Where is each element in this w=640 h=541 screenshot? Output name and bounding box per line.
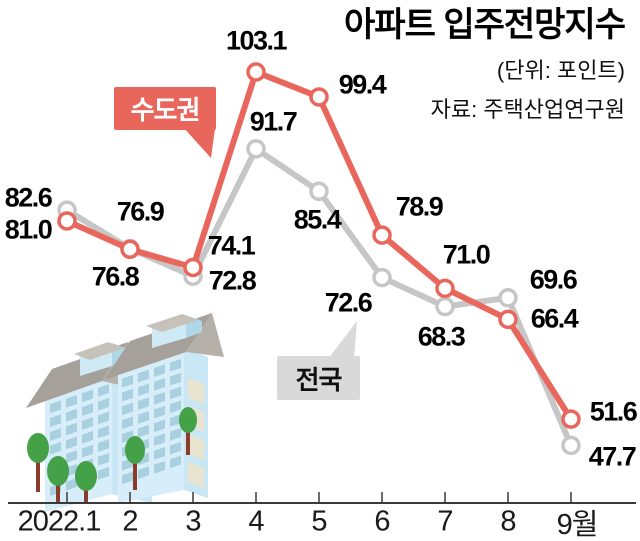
apartment-buildings-illustration	[26, 313, 224, 512]
tree-icon	[125, 436, 145, 464]
value-label: 72.6	[324, 287, 373, 318]
axis-label: 2022.1	[17, 505, 102, 538]
value-label: 76.9	[116, 196, 165, 227]
data-point-marker	[183, 257, 203, 278]
legend-callout-capital: 수도권	[114, 87, 216, 130]
source-note: 자료: 주택산업연구원	[430, 97, 625, 122]
data-point-marker	[561, 409, 581, 429]
value-label: 69.6	[529, 264, 578, 295]
x-axis	[8, 492, 636, 504]
data-point-marker	[246, 62, 266, 82]
tree-trunk	[56, 471, 60, 502]
axis-label: 2	[122, 505, 138, 538]
data-point-marker	[246, 139, 266, 159]
legend-callout-national: 전국	[277, 356, 360, 400]
tree-icon	[47, 456, 69, 486]
axis-label: 9월	[556, 509, 599, 541]
axis-label: 3	[185, 505, 201, 538]
value-label: 71.0	[442, 239, 491, 270]
tree-trunk	[36, 448, 40, 492]
data-point-marker	[309, 181, 329, 202]
value-label: 91.7	[249, 106, 298, 137]
value-label: 47.7	[588, 441, 637, 472]
data-point-marker	[57, 211, 77, 231]
axis-label: 8	[500, 505, 516, 538]
value-label: 78.9	[395, 191, 444, 222]
value-label: 81.0	[4, 214, 53, 245]
axis-label: 4	[248, 505, 264, 538]
data-point-marker	[498, 288, 518, 308]
axis-label: 7	[437, 505, 453, 538]
data-point-marker	[435, 278, 455, 299]
data-point-marker	[120, 239, 140, 260]
value-label: 51.6	[589, 396, 638, 427]
value-label: 85.4	[293, 204, 342, 235]
value-label: 99.4	[338, 69, 387, 100]
value-label: 68.3	[417, 321, 466, 352]
tree-trunk	[186, 420, 190, 455]
tree-icon	[179, 407, 197, 433]
data-point-marker	[309, 87, 329, 107]
value-label: 72.8	[208, 265, 257, 296]
tree-icon	[27, 433, 49, 463]
tree-icon	[75, 461, 97, 491]
data-point-marker	[372, 225, 392, 245]
axis-label: 5	[311, 505, 327, 538]
value-label: 76.8	[91, 261, 140, 292]
page-title: 아파트 입주전망지수	[344, 6, 626, 44]
data-point-marker	[372, 267, 392, 288]
value-label: 66.4	[530, 303, 579, 334]
data-point-marker	[435, 296, 455, 317]
value-label: 74.1	[207, 230, 256, 261]
data-point-marker	[498, 309, 518, 330]
value-label: 82.6	[4, 182, 53, 213]
axis-label: 6	[374, 505, 390, 538]
unit-note: (단위: 포인트)	[496, 58, 625, 83]
tree-trunk	[133, 450, 137, 490]
data-point-marker	[561, 435, 581, 456]
value-label: 103.1	[225, 25, 288, 56]
series-capital	[57, 62, 581, 429]
